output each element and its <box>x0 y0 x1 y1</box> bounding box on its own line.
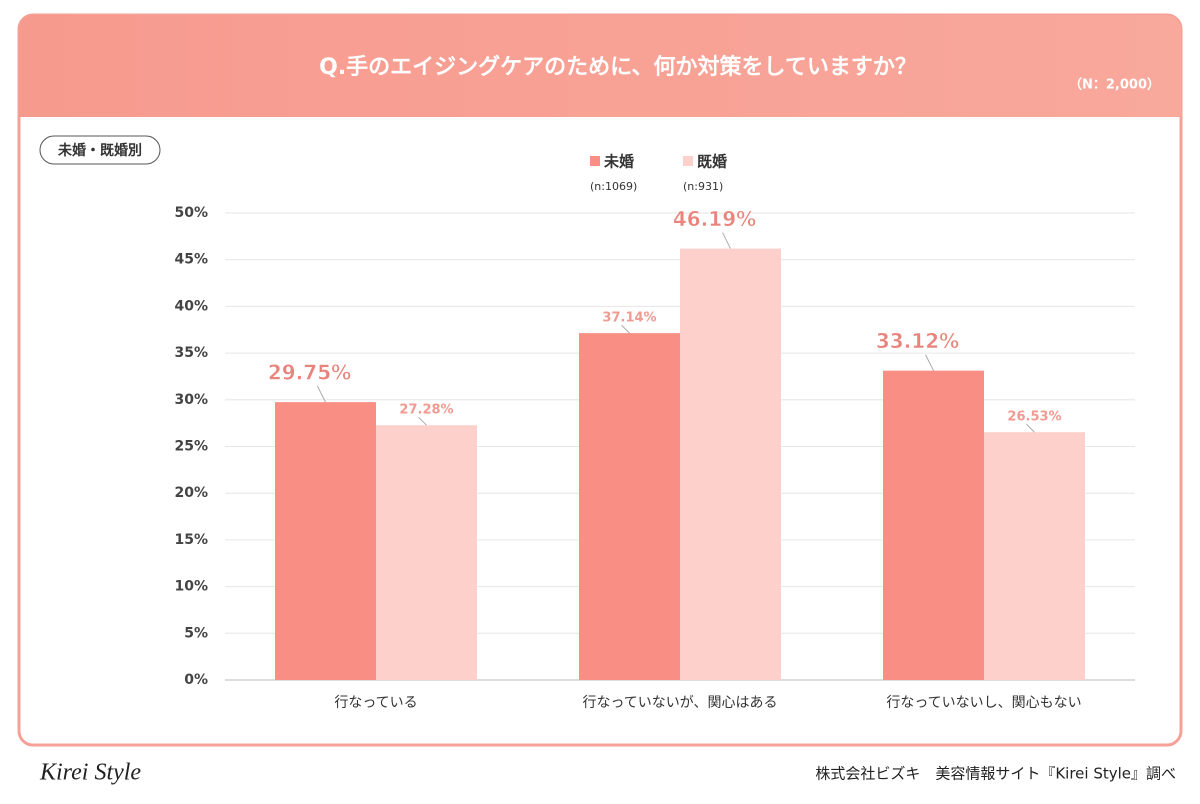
badge-frame <box>39 135 161 165</box>
label-leader <box>1026 423 1035 433</box>
x-tick-label: 行なっていないし、関心もない <box>886 695 1081 711</box>
source: 株式会社ビズキ 美容情報サイト『Kirei Style』調べ <box>815 765 1176 783</box>
legend-swatch <box>590 156 600 166</box>
x-tick-label: 行なっていないが、関心はある <box>582 695 777 711</box>
bar <box>680 248 781 681</box>
y-tick-label: 40% <box>174 298 208 314</box>
y-tick-label: 25% <box>174 439 208 455</box>
value-label: 26.53% <box>1007 410 1061 425</box>
y-tick-label: 10% <box>174 579 208 595</box>
value-label: 37.14% <box>602 311 656 326</box>
label-leader <box>722 232 731 249</box>
legend-sample: (n:1069) <box>590 180 637 193</box>
chart-title: Q.手のエイジングケアのために、何か対策をしていますか？ <box>319 54 917 80</box>
legend-label: 未婚 <box>603 153 634 171</box>
bar <box>376 425 477 680</box>
y-tick-label: 35% <box>174 345 208 361</box>
label-leader <box>621 324 630 334</box>
value-label: 46.19% <box>673 207 756 231</box>
y-tick-label: 20% <box>174 485 208 501</box>
value-label: 29.75% <box>268 361 351 385</box>
label-leader <box>925 354 934 371</box>
bar <box>579 333 680 680</box>
legend-swatch <box>683 156 693 166</box>
bar <box>883 370 984 680</box>
y-tick-label: 5% <box>184 625 208 641</box>
sample-note: （N：2,000） <box>1069 77 1160 93</box>
label-leader <box>418 416 427 426</box>
bar <box>275 402 376 680</box>
y-tick-label: 50% <box>174 205 208 221</box>
value-label: 27.28% <box>399 403 453 418</box>
logo: Kirei Style <box>39 760 141 786</box>
legend-label: 既婚 <box>697 153 727 171</box>
value-label: 33.12% <box>876 329 959 353</box>
y-tick-label: 45% <box>174 252 208 268</box>
label-leader <box>317 385 326 403</box>
y-tick-label: 30% <box>174 392 208 408</box>
bar <box>984 432 1085 680</box>
y-tick-label: 0% <box>184 672 208 688</box>
header-band <box>19 15 1181 117</box>
badge: 未婚・既婚別 <box>58 142 142 159</box>
y-tick-label: 15% <box>174 532 208 548</box>
x-tick-label: 行なっている <box>334 695 417 711</box>
legend-sample: (n:931) <box>683 180 723 193</box>
